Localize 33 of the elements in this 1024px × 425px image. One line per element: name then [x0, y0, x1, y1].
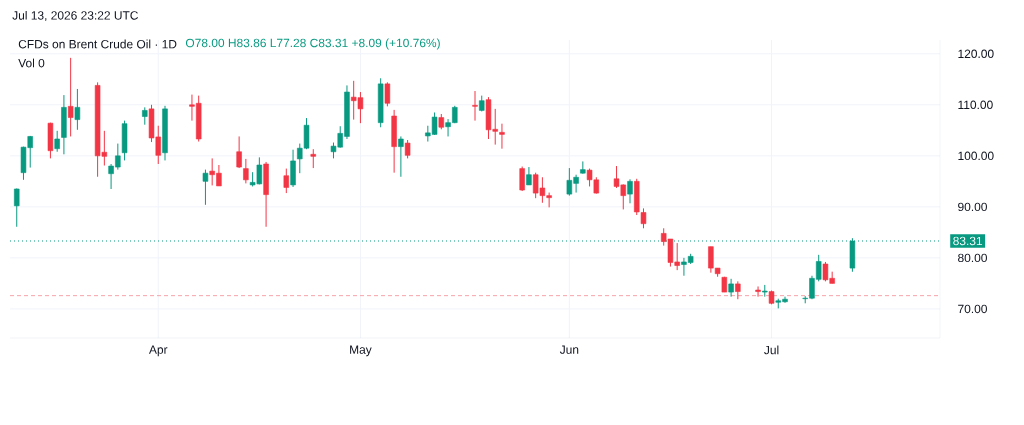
candlestick	[627, 178, 633, 204]
candlestick	[243, 158, 249, 184]
candlestick	[74, 88, 81, 131]
candlestick	[519, 166, 525, 192]
candlestick	[499, 123, 505, 150]
y-tick-label: 120.00	[958, 49, 994, 58]
candlestick	[202, 169, 209, 206]
y-tick-label: 80.00	[958, 253, 987, 263]
candlestick	[755, 285, 761, 298]
x-tick-label: May	[350, 345, 372, 357]
x-tick-label: Jun	[559, 345, 579, 354]
y-tick-label: 100.00	[958, 151, 994, 161]
candlestick	[472, 90, 478, 122]
x-tick-label: Jul	[764, 345, 779, 355]
candlestick	[310, 148, 316, 169]
candlestick	[54, 130, 60, 153]
candlestick	[236, 135, 242, 169]
candlestick	[404, 139, 411, 159]
candlestick	[398, 135, 404, 178]
text: Jul 13, 2026 23:22 UTC	[12, 10, 138, 22]
y-tick-label: 110.00	[958, 100, 993, 110]
ref-line-label: 83.31	[953, 236, 983, 246]
candlestick	[14, 187, 20, 228]
chart-title: CFDs on Brent Crude Oil · 1D	[18, 39, 177, 49]
candlestick	[67, 57, 74, 137]
x-tick-label: Apr	[148, 345, 168, 357]
candlestick	[384, 81, 391, 107]
candlestick	[283, 168, 290, 194]
y-tick-label: 90.00	[958, 202, 987, 212]
chart-subtitle: O78.00 H83.86 L77.28 C83.31 +8.09 (+10.76%)	[185, 38, 440, 50]
y-tick-label: 70.00	[958, 304, 987, 314]
annotation: Vol 0	[18, 58, 45, 68]
candlestick	[290, 149, 296, 188]
